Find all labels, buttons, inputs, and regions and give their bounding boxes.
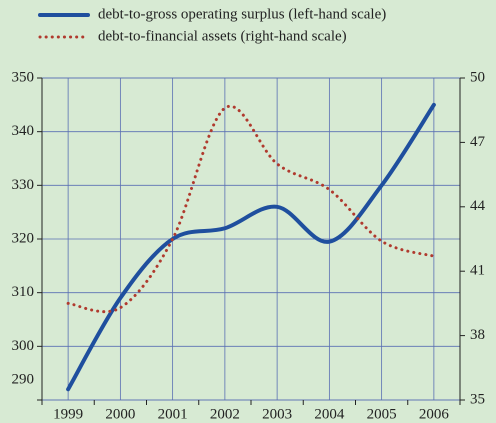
y-tick-label: 300 [12,338,35,354]
x-tick-label: 2002 [210,406,240,422]
y-tick-label: 310 [12,284,35,300]
x-tick-label: 2004 [314,406,345,422]
x-tick-label: 2003 [262,406,292,422]
x-tick-label: 2001 [158,406,188,422]
y-tick-label: 320 [12,230,35,246]
y-tick-label: 330 [12,177,35,193]
y-tick-label: 290 [12,371,35,387]
x-tick-label: 2000 [105,406,135,422]
legend-label: debt-to-financial assets (right-hand sca… [98,28,347,44]
legend-label: debt-to-gross operating surplus (left-ha… [98,6,386,22]
y-tick-label: 340 [12,123,35,139]
y2-tick-label: 44 [470,198,486,214]
y2-tick-label: 38 [470,327,485,343]
x-tick-label: 2005 [367,406,397,422]
y2-tick-label: 47 [470,134,486,150]
series-line [66,104,436,314]
y-tick-label: 350 [12,69,35,85]
series-line [66,102,436,392]
x-tick-label: 1999 [53,406,83,422]
y2-tick-label: 35 [470,391,485,407]
y2-tick-label: 50 [470,69,485,85]
y2-tick-label: 41 [470,263,485,279]
x-tick-label: 2006 [419,406,450,422]
